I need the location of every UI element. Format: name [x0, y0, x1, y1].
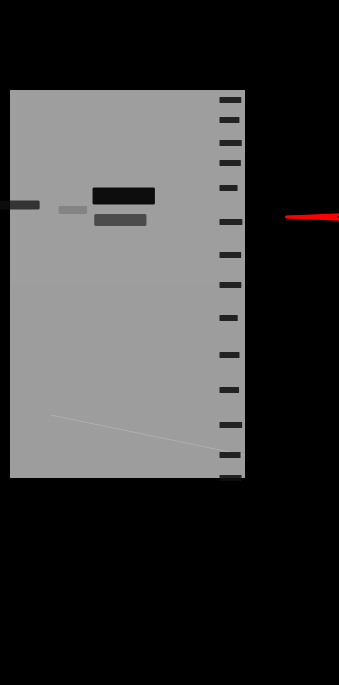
Bar [10, 274, 245, 284]
Bar [10, 129, 245, 138]
Bar [10, 255, 245, 264]
FancyBboxPatch shape [219, 219, 242, 225]
Bar [10, 90, 245, 478]
FancyBboxPatch shape [219, 252, 241, 258]
FancyBboxPatch shape [219, 97, 241, 103]
Bar [10, 236, 245, 245]
Bar [10, 158, 245, 168]
Bar [10, 216, 245, 226]
Bar [10, 148, 245, 158]
Bar [10, 429, 245, 439]
Bar [10, 469, 245, 478]
Bar [10, 410, 245, 420]
Bar [10, 100, 245, 110]
Bar [10, 138, 245, 148]
FancyBboxPatch shape [219, 315, 238, 321]
Bar [10, 458, 245, 469]
FancyBboxPatch shape [219, 140, 242, 146]
Bar [10, 245, 245, 255]
Bar [10, 119, 245, 129]
Bar [10, 449, 245, 458]
Bar [10, 332, 245, 342]
FancyBboxPatch shape [219, 117, 239, 123]
FancyBboxPatch shape [94, 214, 146, 226]
Bar [10, 226, 245, 236]
Bar [10, 110, 245, 119]
Bar [10, 352, 245, 362]
Bar [10, 342, 245, 352]
FancyBboxPatch shape [219, 352, 239, 358]
Bar [10, 313, 245, 323]
Bar [10, 187, 245, 197]
Bar [10, 294, 245, 303]
Bar [10, 284, 245, 294]
Bar [10, 264, 245, 274]
FancyBboxPatch shape [219, 185, 238, 191]
Bar [10, 323, 245, 332]
Bar [10, 90, 245, 100]
FancyBboxPatch shape [219, 387, 239, 393]
FancyBboxPatch shape [219, 452, 241, 458]
FancyBboxPatch shape [219, 422, 242, 428]
Bar [10, 401, 245, 410]
Bar [10, 303, 245, 313]
Bar [10, 177, 245, 187]
Bar [10, 168, 245, 177]
FancyBboxPatch shape [219, 160, 241, 166]
Bar [10, 371, 245, 381]
Bar [10, 197, 245, 206]
FancyBboxPatch shape [93, 188, 155, 205]
FancyBboxPatch shape [59, 206, 87, 214]
FancyBboxPatch shape [0, 201, 40, 210]
Bar [10, 390, 245, 401]
FancyBboxPatch shape [219, 282, 241, 288]
Bar [10, 381, 245, 390]
Bar [10, 206, 245, 216]
Bar [10, 439, 245, 449]
Bar [10, 420, 245, 429]
FancyBboxPatch shape [219, 475, 241, 481]
Bar [10, 362, 245, 371]
